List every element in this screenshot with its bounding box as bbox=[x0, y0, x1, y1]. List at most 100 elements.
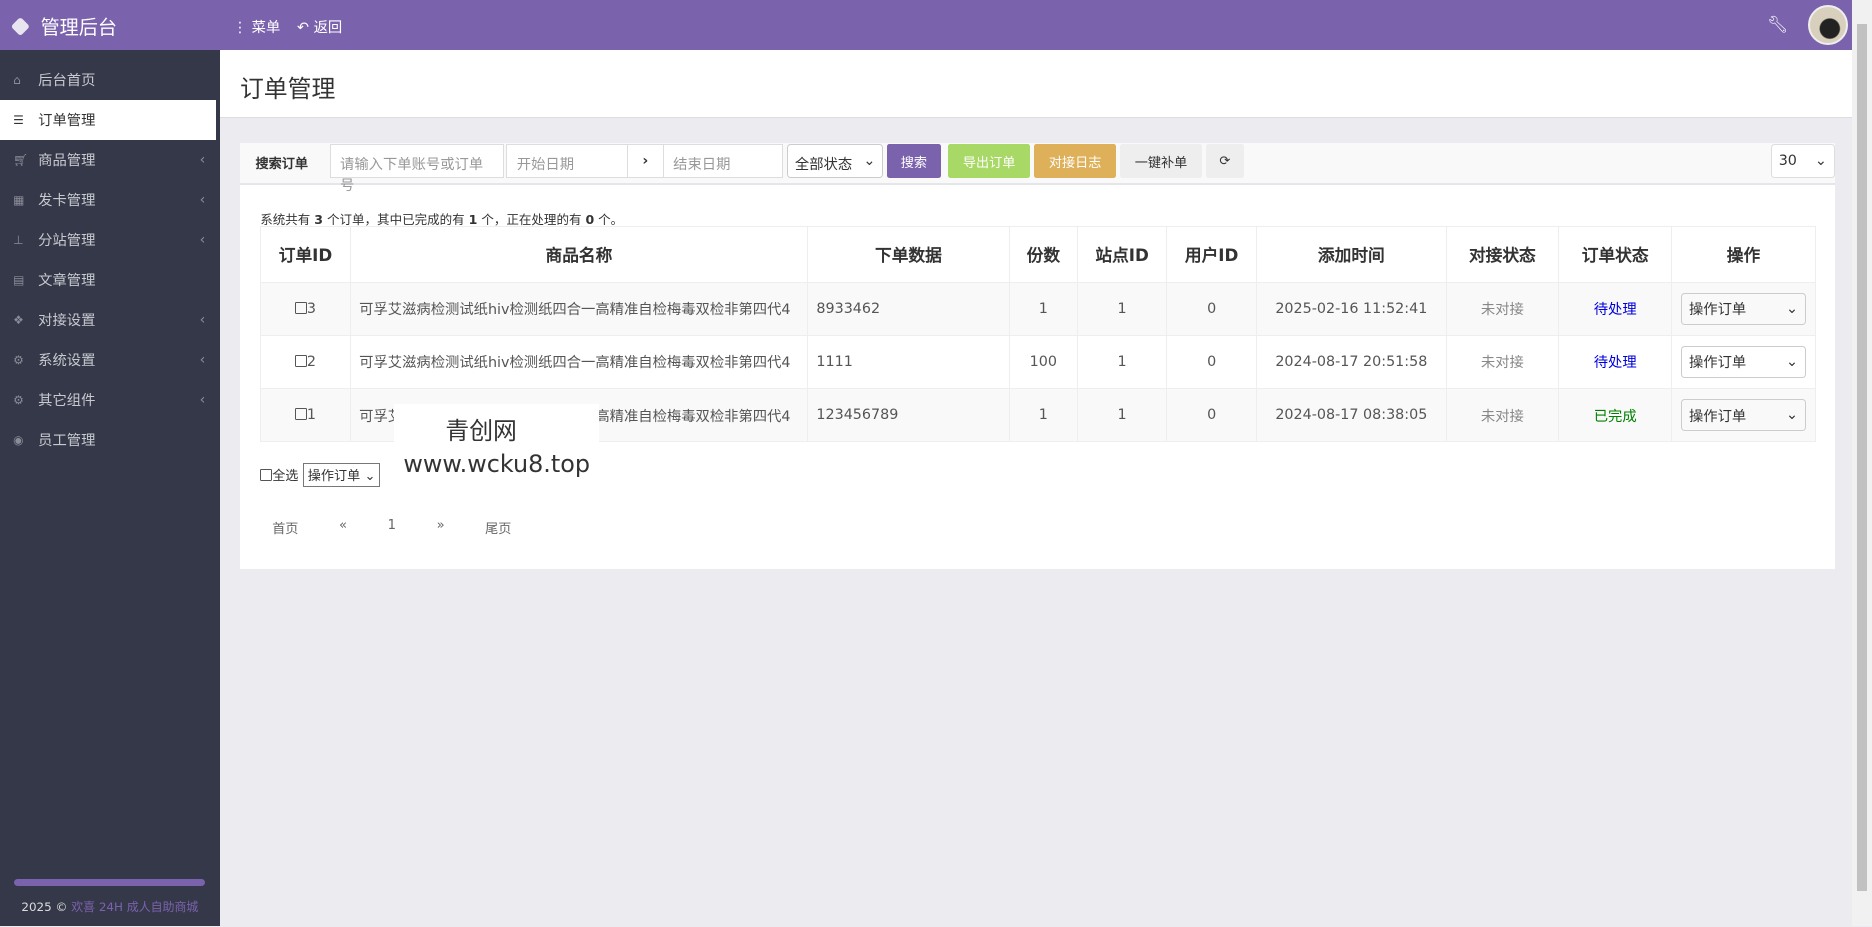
pager-last[interactable]: 尾页 bbox=[485, 522, 512, 538]
sidebar-item-label: 发卡管理 bbox=[38, 193, 96, 210]
chevron-down-icon: ⌄ bbox=[1814, 152, 1827, 169]
sitemap-icon: ⊥ bbox=[13, 232, 24, 247]
export-orders-button[interactable]: 导出订单 bbox=[947, 144, 1031, 178]
chevron-left-icon: ‹ bbox=[199, 311, 206, 328]
column-header: 添加时间 bbox=[1255, 225, 1447, 283]
footer-link[interactable]: 欢喜 24H 成人自助商城 bbox=[71, 899, 199, 914]
order-status: 待处理 bbox=[1557, 334, 1673, 390]
added-time: 2024-08-17 20:51:58 bbox=[1255, 334, 1447, 390]
search-button[interactable]: 搜索 bbox=[887, 144, 941, 178]
sidebar-item-8[interactable]: ⚙ 其它组件 ‹ bbox=[0, 380, 220, 420]
brand[interactable]: 管理后台 bbox=[10, 12, 117, 40]
table-row: 3 可孚艾滋病检测试纸hiv检测纸四合一高精准自检梅毒双检非第四代4 89334… bbox=[260, 281, 1816, 336]
select-all-checkbox[interactable] bbox=[260, 468, 273, 481]
summary-text: 个订单，其中已完成的有 bbox=[323, 211, 469, 227]
chevron-left-icon: ‹ bbox=[199, 151, 206, 168]
refresh-button[interactable]: ⟳ bbox=[1205, 144, 1245, 178]
site-id: 1 bbox=[1076, 334, 1168, 390]
row-checkbox[interactable] bbox=[294, 302, 307, 314]
page-scrollbar[interactable] bbox=[1851, 0, 1872, 927]
order-action-select[interactable]: 操作订单 ⌄ bbox=[1680, 398, 1807, 432]
site-id: 1 bbox=[1076, 281, 1168, 336]
resupply-button[interactable]: 一键补单 bbox=[1119, 144, 1203, 178]
pager-next[interactable]: » bbox=[436, 518, 445, 534]
app-title: 管理后台 bbox=[40, 15, 117, 39]
user-id: 0 bbox=[1166, 334, 1257, 390]
end-date-input[interactable]: 结束日期 bbox=[662, 144, 784, 178]
sidebar-item-9[interactable]: ◉ 员工管理 bbox=[0, 420, 220, 460]
order-id: 1 bbox=[306, 407, 317, 424]
refresh-icon: ⟳ bbox=[1219, 153, 1231, 169]
column-header: 订单ID bbox=[260, 225, 351, 283]
dock-log-button[interactable]: 对接日志 bbox=[1033, 144, 1117, 178]
sidebar-item-6[interactable]: ❖ 对接设置 ‹ bbox=[0, 300, 220, 340]
column-header: 订单状态 bbox=[1557, 225, 1673, 283]
ellipsis-vertical-icon: ⋮ bbox=[232, 19, 248, 36]
sidebar-item-3[interactable]: ▦ 发卡管理 ‹ bbox=[0, 180, 220, 220]
menu-button[interactable]: ⋮ 菜单 bbox=[233, 16, 281, 37]
watermark-url: www.wcku8.top bbox=[403, 450, 590, 479]
sidebar-item-1[interactable]: ☰ 订单管理 bbox=[0, 99, 217, 140]
sidebar-item-label: 订单管理 bbox=[38, 113, 96, 130]
column-header: 下单数据 bbox=[807, 225, 1010, 283]
keyword-input[interactable]: 请输入下单账号或订单号 bbox=[329, 144, 504, 194]
chevron-down-icon: ⌄ bbox=[1786, 353, 1799, 370]
column-header: 站点ID bbox=[1076, 225, 1168, 283]
sidebar-footer: 2025 © 欢喜 24H 成人自助商城 bbox=[0, 898, 220, 915]
sidebar-item-label: 分站管理 bbox=[38, 233, 96, 250]
product-name: 可孚艾滋病检测试纸hiv检测纸四合一高精准自检梅毒双检非第四代4 bbox=[349, 334, 809, 390]
order-data: 123456789 bbox=[807, 387, 1010, 443]
sidebar-item-7[interactable]: ⚙ 系统设置 ‹ bbox=[0, 340, 220, 380]
order-status: 待处理 bbox=[1557, 281, 1673, 336]
page-size-select[interactable]: 30 ⌄ bbox=[1770, 144, 1836, 178]
search-label: 搜索订单 bbox=[255, 156, 308, 172]
bulk-action-value: 操作订单 bbox=[307, 469, 361, 485]
summary-text: 个，正在处理的有 bbox=[477, 211, 586, 227]
avatar[interactable] bbox=[1807, 4, 1849, 46]
table-row: 2 可孚艾滋病检测试纸hiv检测纸四合一高精准自检梅毒双检非第四代4 1111 … bbox=[260, 334, 1816, 390]
sidebar-item-label: 其它组件 bbox=[38, 393, 96, 410]
order-action-select[interactable]: 操作订单 ⌄ bbox=[1680, 345, 1807, 379]
bulk-action-select[interactable]: 操作订单 ⌄ bbox=[303, 463, 381, 487]
reply-icon: ↶ bbox=[297, 19, 309, 36]
cart-icon: 🛒︎ bbox=[13, 152, 29, 167]
scrollbar-thumb[interactable] bbox=[1856, 23, 1868, 891]
site-id: 1 bbox=[1076, 387, 1168, 443]
dock-status: 未对接 bbox=[1445, 387, 1559, 443]
column-header: 份数 bbox=[1008, 225, 1078, 283]
user-id: 0 bbox=[1166, 281, 1257, 336]
back-button[interactable]: ↶ 返回 bbox=[297, 16, 342, 37]
chevron-right-icon: › bbox=[626, 144, 664, 178]
search-toolbar: 搜索订单 请输入下单账号或订单号 开始日期 › 结束日期 全部状态 ⌄ 搜索 导出… bbox=[239, 143, 1836, 194]
sidebar-item-4[interactable]: ⊥ 分站管理 ‹ bbox=[0, 220, 220, 260]
start-date-input[interactable]: 开始日期 bbox=[506, 144, 628, 178]
select-all-label: 全选 bbox=[272, 469, 299, 485]
row-checkbox[interactable] bbox=[294, 355, 307, 368]
chevron-left-icon: ‹ bbox=[199, 351, 206, 368]
sidebar-item-0[interactable]: ⌂ 后台首页 bbox=[0, 60, 220, 100]
dock-status: 未对接 bbox=[1445, 281, 1559, 336]
sidebar-item-label: 文章管理 bbox=[38, 273, 96, 290]
wrench-icon[interactable]: 🔧︎ bbox=[1766, 14, 1789, 35]
order-status: 已完成 bbox=[1557, 387, 1673, 443]
status-value: 全部状态 bbox=[794, 156, 853, 173]
pager-prev[interactable]: « bbox=[339, 518, 348, 534]
sidebar-item-label: 系统设置 bbox=[38, 353, 96, 370]
chevron-down-icon: ⌄ bbox=[863, 152, 876, 169]
user-circle-icon: ◉ bbox=[13, 432, 24, 447]
top-bar: 管理后台 ⋮ 菜单 ↶ 返回 🔧︎ bbox=[0, 0, 1852, 51]
gear-icon: ⚙ bbox=[13, 352, 24, 367]
cubes-icon: ❖ bbox=[13, 312, 24, 327]
dock-status: 未对接 bbox=[1445, 334, 1559, 390]
row-checkbox[interactable] bbox=[294, 408, 307, 421]
quantity: 1 bbox=[1008, 387, 1078, 443]
order-action-value: 操作订单 bbox=[1688, 408, 1747, 425]
user-id: 0 bbox=[1166, 387, 1257, 443]
sidebar-item-2[interactable]: 🛒︎ 商品管理 ‹ bbox=[0, 140, 220, 180]
pager-current[interactable]: 1 bbox=[387, 518, 396, 534]
status-select[interactable]: 全部状态 ⌄ bbox=[786, 144, 884, 178]
pager-first[interactable]: 首页 bbox=[272, 522, 299, 538]
sidebar-item-5[interactable]: ▤ 文章管理 bbox=[0, 260, 220, 300]
order-data: 8933462 bbox=[807, 281, 1010, 336]
order-action-select[interactable]: 操作订单 ⌄ bbox=[1680, 292, 1807, 325]
